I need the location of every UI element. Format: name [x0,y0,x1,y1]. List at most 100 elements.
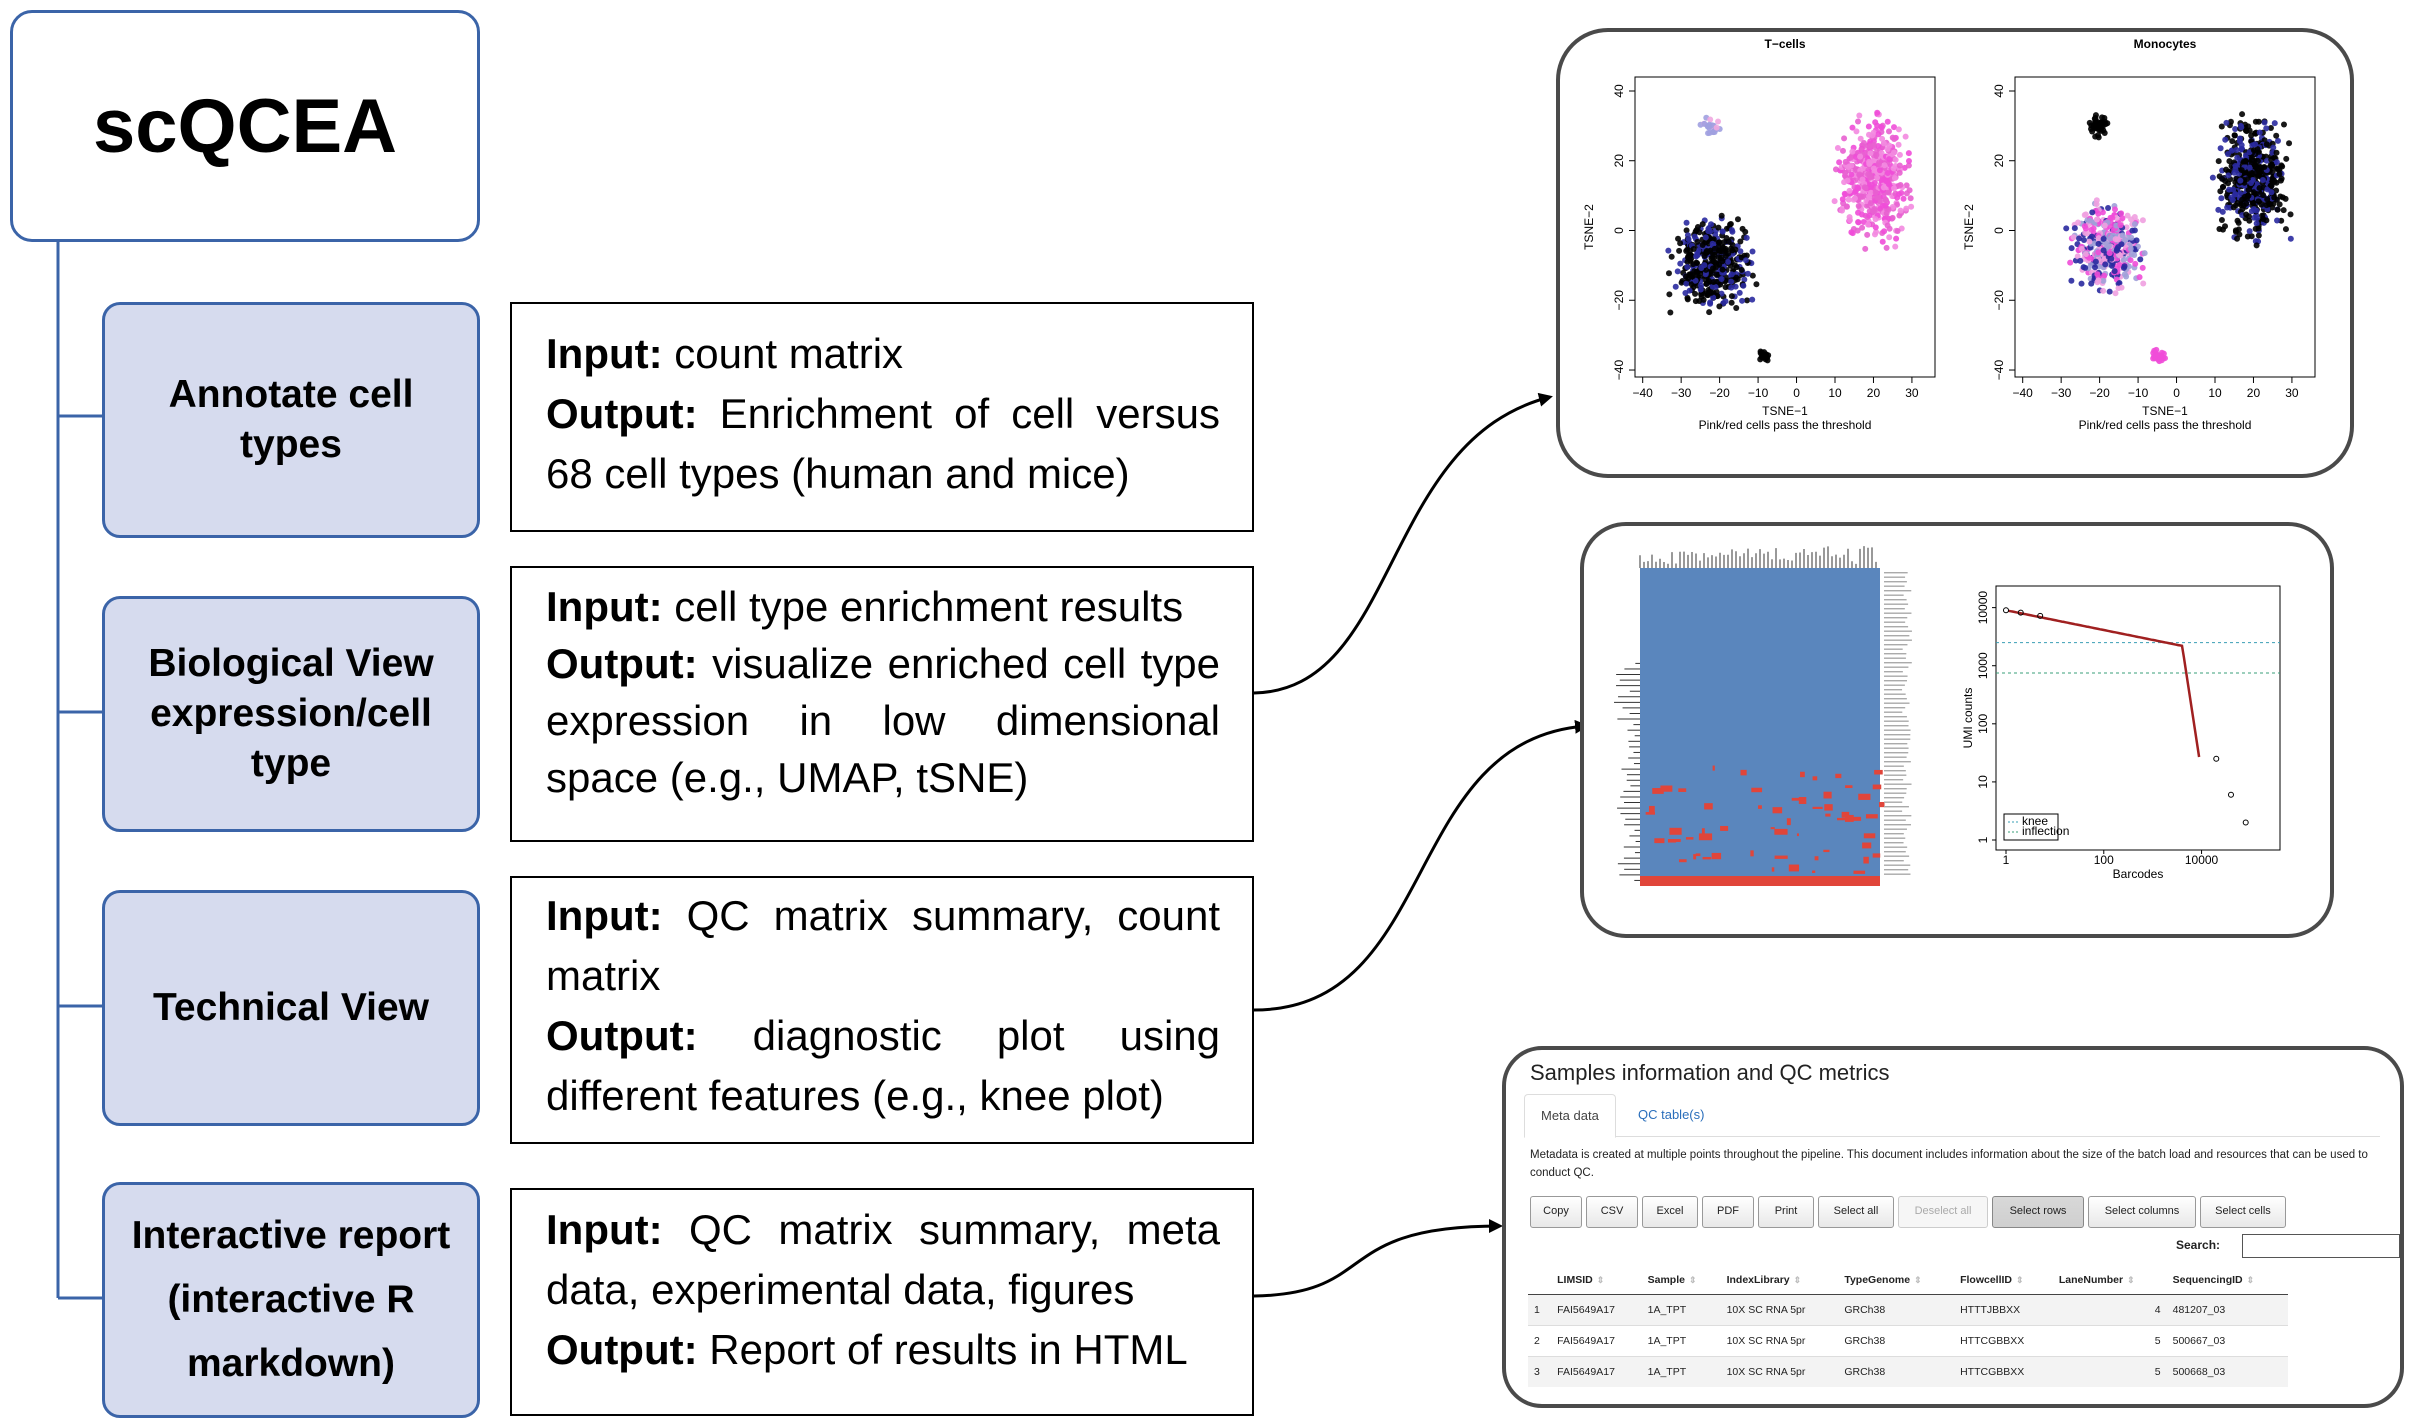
x-tick-label: −20 [2089,386,2110,400]
table-row[interactable]: 2 FAI5649A17 1A_TPT 10X SC RNA 5pr GRCh3… [1528,1325,2288,1357]
tsne-point [1674,268,1681,275]
row-label [1884,725,1909,727]
x-axis-label: TSNE−1 [1762,404,1808,418]
tsne-point [2101,222,2108,229]
tsne-point [2238,124,2245,131]
tsne-point [1685,236,1692,243]
tsne-point [2095,249,2102,256]
tab-qc-tables[interactable]: QC table(s) [1638,1107,1705,1122]
tab-meta-data[interactable]: Meta data [1524,1094,1616,1138]
tsne-point [2260,192,2267,199]
row-label [1884,819,1906,821]
tsne-point [1684,258,1691,265]
output-text: Report of results in HTML [709,1326,1188,1373]
heatmap-cell [1863,833,1876,839]
y-tick-label: −40 [1992,360,2006,381]
tsne-point [1902,133,1909,140]
report-description: Metadata is created at multiple points t… [1530,1149,2368,1179]
tsne-point [1884,146,1891,153]
heatmap-cell [1774,828,1788,835]
tsne-point [1893,235,1900,242]
heatmap-cell [1841,811,1850,818]
tsne-point [1894,228,1901,235]
select-all-button[interactable]: Select all [1818,1196,1894,1228]
row-label [1884,581,1907,583]
select-rows-button[interactable]: Select rows [1992,1196,2084,1228]
cell-sequencingid: 481207_03 [2166,1294,2288,1326]
tsne-point [1728,299,1735,306]
tsne-point [2106,288,2113,295]
tsne-point [1892,243,1899,250]
tsne-point [2225,172,2232,179]
heatmap-cell [1872,853,1881,858]
column-header-flowcellid[interactable]: FlowcellID ⇕ [1954,1266,2053,1295]
tsne-point [2082,251,2089,258]
tsne-point [1839,147,1846,154]
input-label: Input: [546,583,663,630]
row-label [1884,644,1908,646]
column-header-limsid[interactable]: LIMSID ⇕ [1551,1266,1642,1295]
row-label [1884,630,1912,632]
column-header-sequencingid[interactable]: SequencingID ⇕ [2166,1266,2288,1295]
y-tick-label: 1000 [1976,652,1990,679]
arrow-to-tsne [1253,392,1553,695]
select-cells-button[interactable]: Select cells [2200,1196,2286,1228]
tree-connector [56,242,102,1300]
tsne-point [1858,193,1865,200]
y-tick-label: 40 [1992,84,2006,98]
tsne-point [1694,238,1701,245]
tsne-point [2100,127,2107,134]
tsne-point [2286,140,2293,147]
tsne-point [1741,252,1748,259]
point-cloud [2063,111,2294,365]
tsne-point [1903,205,1910,212]
tsne-point [2120,257,2127,264]
cell-flowcellid: HTTTJBBXX [1954,1294,2053,1326]
tsne-point [1905,162,1912,169]
plot-title: T−cells [1764,37,1805,51]
tsne-point [1684,264,1691,271]
tsne-point [2124,212,2131,219]
excel-button[interactable]: Excel [1642,1196,1698,1228]
tsne-point [1753,281,1760,288]
csv-button[interactable]: CSV [1586,1196,1638,1228]
row-label [1884,774,1907,776]
search-input[interactable] [2242,1234,2400,1258]
tsne-point [1733,304,1740,311]
deselect-all-button[interactable]: Deselect all [1898,1196,1988,1228]
tsne-point [2112,290,2119,297]
row-label [1884,675,1908,677]
table-row[interactable]: 1 FAI5649A17 1A_TPT 10X SC RNA 5pr GRCh3… [1528,1294,2288,1326]
heatmap-cell [1845,785,1853,789]
copy-button[interactable]: Copy [1530,1196,1582,1228]
tsne-point [1707,300,1714,307]
pdf-button[interactable]: PDF [1702,1196,1754,1228]
tsne-point [2226,158,2233,165]
tsne-point [2245,213,2252,220]
tsne-point [1696,298,1703,305]
tsne-point [2273,149,2280,156]
heatmap-cell [1812,870,1816,874]
column-header-indexlibrary[interactable]: IndexLibrary ⇕ [1720,1266,1839,1295]
table-row[interactable]: 3 FAI5649A17 1A_TPT 10X SC RNA 5pr GRCh3… [1528,1356,2288,1387]
row-label [1884,842,1904,844]
tsne-point [1895,141,1902,148]
heatmap-body [1640,568,1880,886]
tsne-point [1891,136,1898,143]
tsne-point [2139,217,2146,224]
column-header-lanenumber[interactable]: LaneNumber ⇕ [2052,1266,2167,1295]
tsne-point [2153,346,2160,353]
knee-point [2017,609,2024,616]
tsne-point [2276,201,2283,208]
select-columns-button[interactable]: Select columns [2088,1196,2196,1228]
tsne-point [2111,206,2118,213]
row-label [1884,720,1909,722]
tsne-point [2114,236,2121,243]
column-header-label: Sample [1647,1274,1685,1286]
print-button[interactable]: Print [1758,1196,1814,1228]
tsne-point [2092,133,2099,140]
tsne-point [2100,235,2107,242]
column-header-typegenome[interactable]: TypeGenome ⇕ [1838,1266,1955,1295]
column-header-sample[interactable]: Sample ⇕ [1641,1266,1721,1295]
io-box-biological: Input: cell type enrichment results Outp… [510,566,1254,842]
